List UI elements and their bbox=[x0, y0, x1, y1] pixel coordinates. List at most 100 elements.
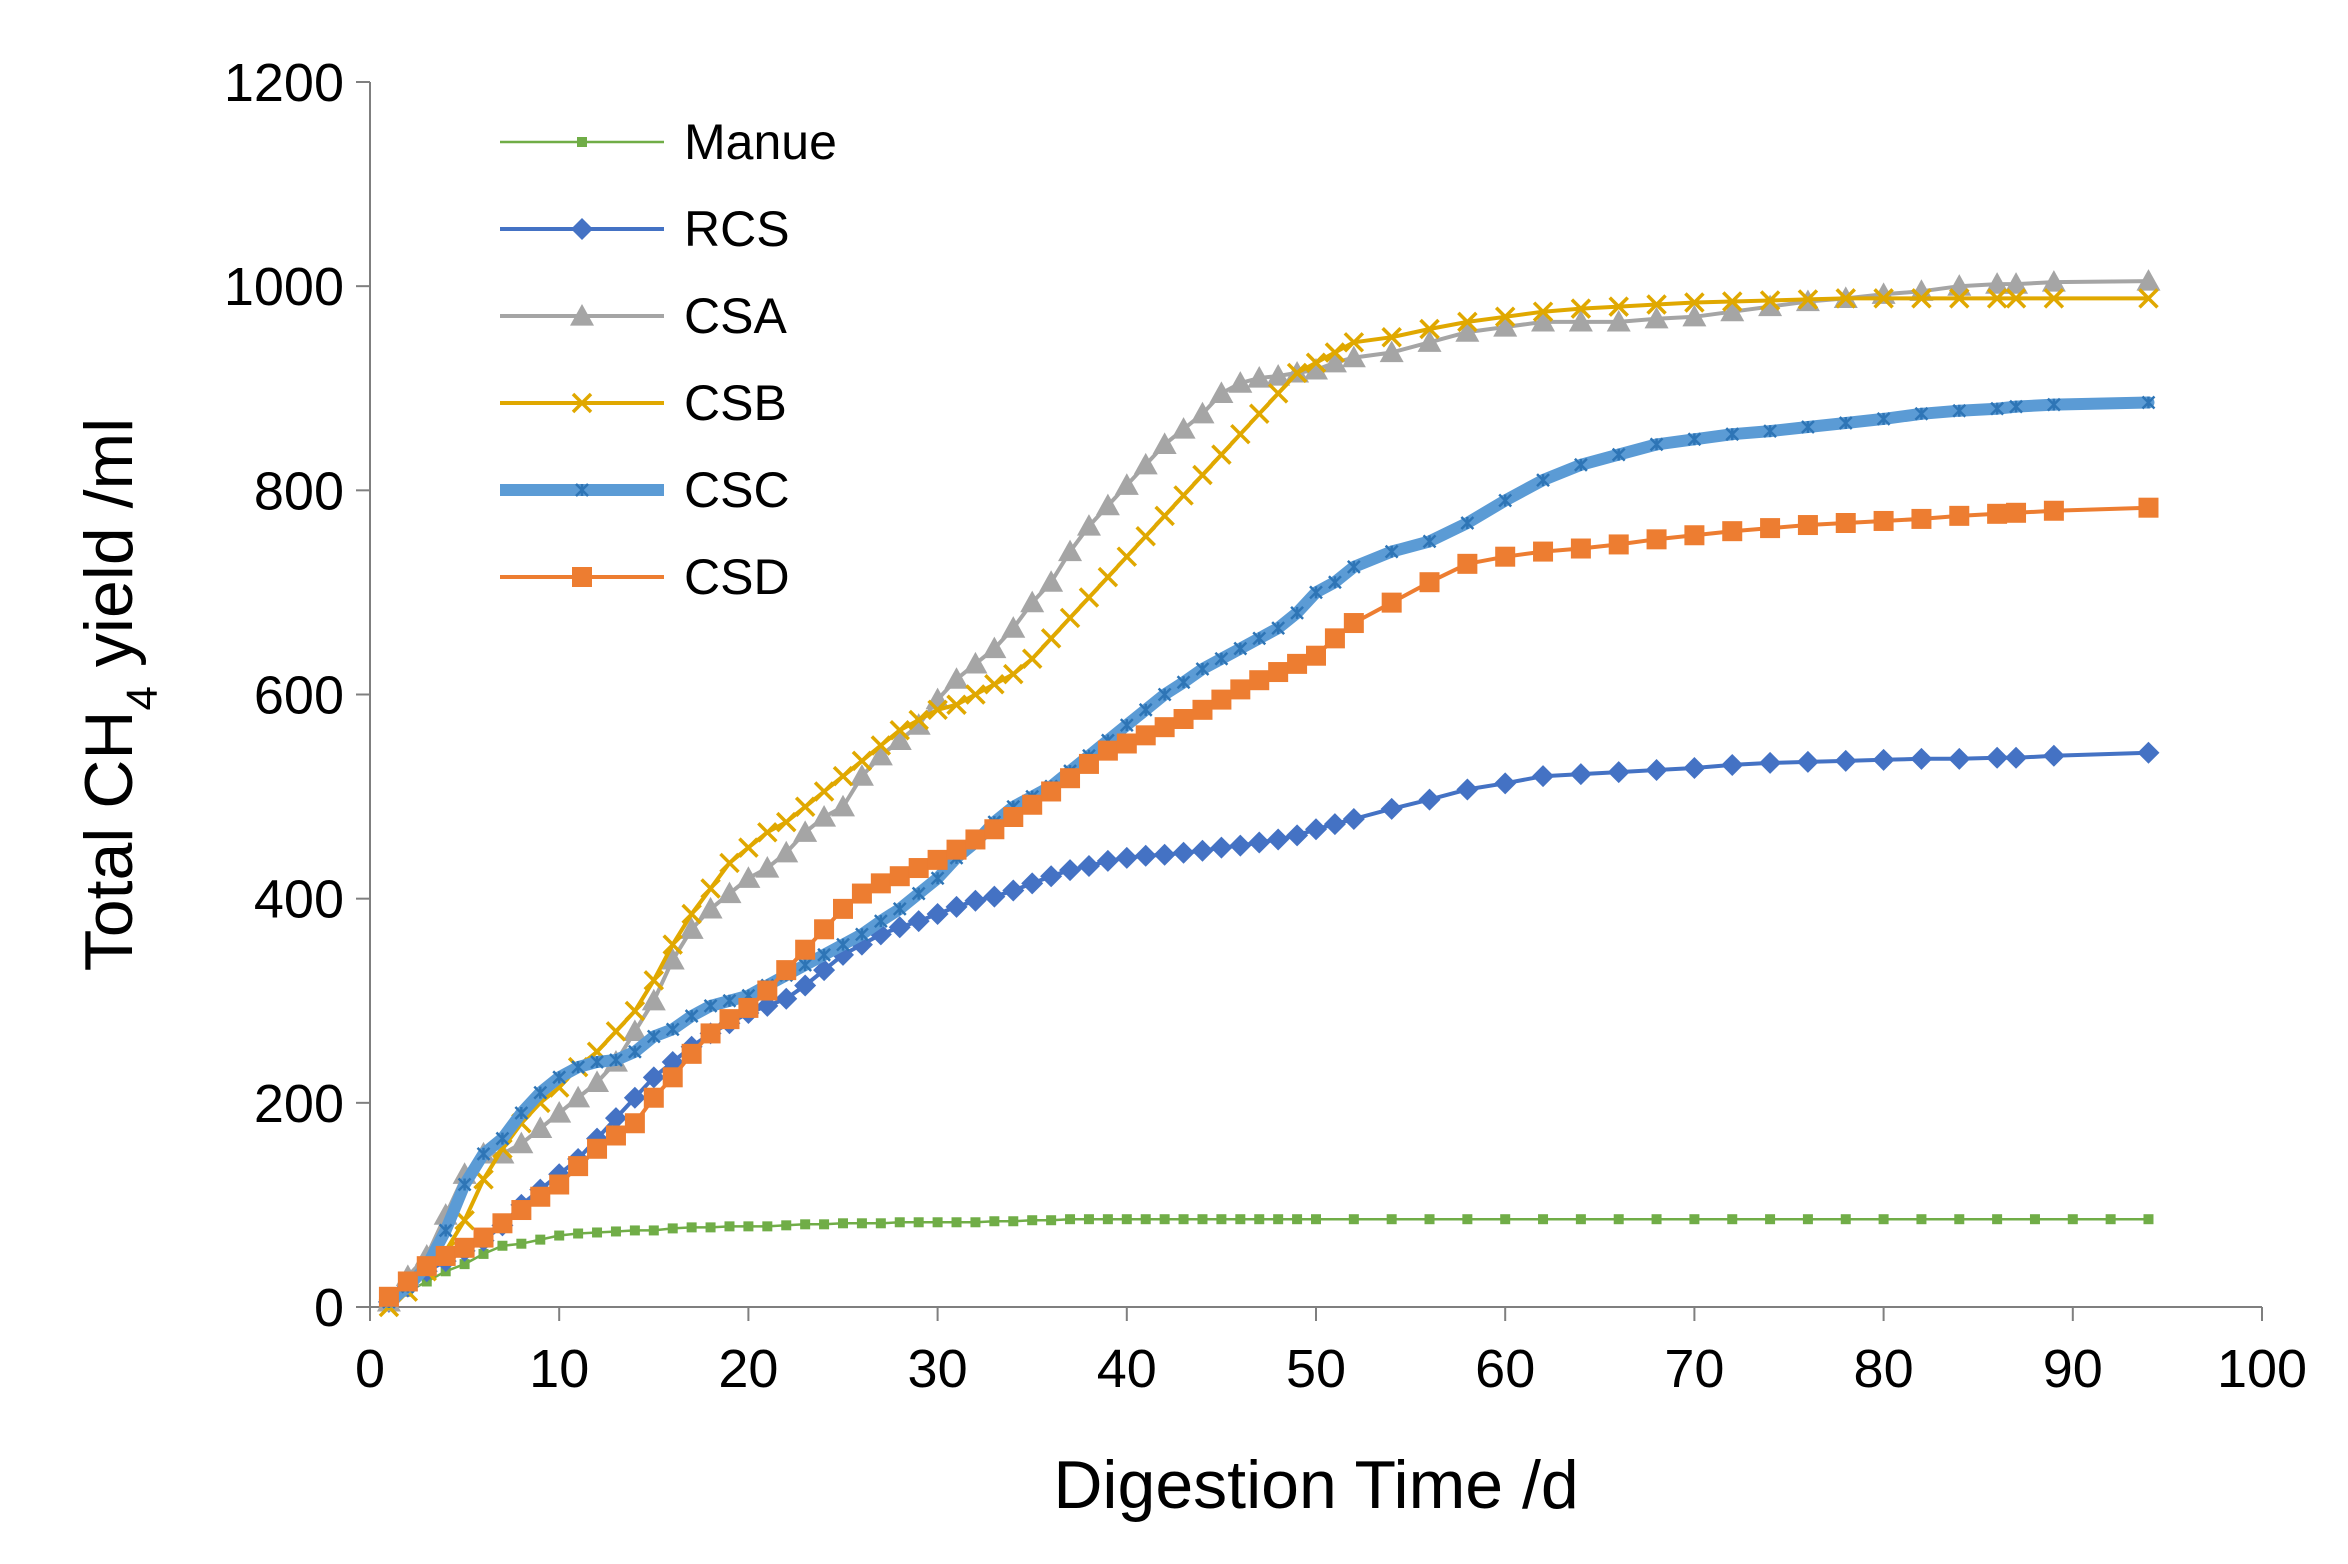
data-point-csb bbox=[908, 709, 929, 731]
data-point-csb bbox=[889, 719, 910, 741]
data-point-rcs bbox=[1229, 834, 1252, 857]
data-point-manue bbox=[478, 1248, 489, 1259]
data-point-rcs bbox=[926, 902, 949, 925]
data-point-csd bbox=[719, 1009, 740, 1030]
data-point-csc bbox=[1384, 544, 1399, 559]
x-tick-label: 20 bbox=[718, 1339, 778, 1399]
data-point-csc bbox=[1649, 437, 1664, 452]
x-tick-label: 50 bbox=[1286, 1339, 1346, 1399]
data-point-csa bbox=[1531, 309, 1556, 332]
data-point-manue bbox=[1178, 1214, 1189, 1225]
data-point-csd bbox=[605, 1125, 626, 1146]
data-point-csa bbox=[868, 743, 893, 766]
data-point-rcs bbox=[1342, 808, 1365, 831]
legend-entry-csb: CSB bbox=[500, 375, 787, 431]
data-point-rcs bbox=[1267, 828, 1290, 851]
data-point-csd bbox=[851, 883, 872, 904]
x-tick-label: 0 bbox=[355, 1339, 385, 1399]
data-point-csb bbox=[832, 765, 854, 787]
data-point-csc bbox=[590, 1055, 604, 1069]
data-point-csa bbox=[1152, 432, 1177, 454]
y-tick-label: 1000 bbox=[224, 257, 344, 317]
data-point-csb bbox=[1457, 311, 1478, 333]
data-point-csa bbox=[679, 917, 704, 939]
data-point-manue bbox=[838, 1218, 848, 1229]
data-point-csd bbox=[908, 858, 929, 879]
data-point-csb bbox=[1381, 326, 1402, 348]
data-point-rcs bbox=[1172, 841, 1195, 864]
data-point-csc bbox=[438, 1223, 453, 1238]
data-point-csd bbox=[1873, 510, 1894, 531]
data-point-csa bbox=[1076, 514, 1101, 536]
data-point-csd bbox=[511, 1200, 532, 1221]
data-point-csd bbox=[1722, 521, 1743, 542]
data-point-csa bbox=[1133, 452, 1158, 475]
data-point-manue bbox=[951, 1217, 962, 1228]
data-point-csb bbox=[1797, 289, 1819, 310]
data-point-csb bbox=[2043, 288, 2065, 309]
series-layer bbox=[376, 269, 2161, 1318]
data-point-csd bbox=[776, 960, 797, 981]
legend-marker-csa bbox=[570, 304, 594, 326]
data-point-csd bbox=[889, 866, 910, 887]
data-point-csa bbox=[1606, 309, 1631, 332]
data-point-csb bbox=[1078, 587, 1100, 608]
y-axis-title-subscript: 4 bbox=[118, 686, 167, 710]
data-point-csb bbox=[1646, 294, 1667, 315]
data-point-manue bbox=[705, 1222, 716, 1233]
legend-marker-manue bbox=[577, 137, 587, 147]
data-point-csd bbox=[700, 1023, 721, 1044]
data-point-manue bbox=[497, 1240, 508, 1251]
y-axis-title-rest: yield /ml bbox=[71, 418, 147, 686]
data-point-rcs bbox=[1153, 843, 1176, 866]
data-point-csd bbox=[965, 829, 986, 850]
data-point-manue bbox=[1216, 1214, 1227, 1225]
data-point-rcs bbox=[1910, 747, 1933, 770]
data-point-rcs bbox=[1834, 749, 1857, 772]
data-point-csb bbox=[813, 781, 835, 802]
y-tick-label: 1200 bbox=[224, 53, 344, 113]
data-point-csd bbox=[587, 1138, 608, 1159]
data-point-manue bbox=[1083, 1214, 1094, 1225]
series-csd bbox=[378, 497, 2159, 1307]
data-point-rcs bbox=[1683, 757, 1706, 779]
data-point-manue bbox=[686, 1222, 697, 1233]
data-point-rcs bbox=[1305, 818, 1327, 841]
data-point-rcs bbox=[623, 1086, 646, 1109]
data-point-csc bbox=[1176, 675, 1191, 690]
data-point-csb bbox=[1192, 464, 1213, 486]
data-point-manue bbox=[1027, 1215, 1038, 1226]
data-point-rcs bbox=[1796, 750, 1819, 773]
series-line-csc bbox=[382, 396, 2155, 1308]
data-point-rcs bbox=[1077, 855, 1100, 877]
data-point-csa bbox=[887, 728, 912, 751]
data-point-manue bbox=[913, 1217, 924, 1228]
series-manue bbox=[383, 1214, 2154, 1307]
data-point-manue bbox=[535, 1234, 546, 1245]
series-line-csb bbox=[386, 296, 2151, 1309]
y-axis-title: Total CH4 yield /ml bbox=[71, 418, 167, 972]
data-point-csd bbox=[1343, 613, 1364, 634]
legend-entry-csa: CSA bbox=[500, 288, 787, 344]
data-point-rcs bbox=[1418, 788, 1441, 811]
legend-label-manue: Manue bbox=[684, 114, 837, 170]
legend-label-csd: CSD bbox=[684, 549, 790, 605]
data-point-csa bbox=[641, 988, 666, 1011]
x-tick-label: 80 bbox=[1854, 1339, 1914, 1399]
data-point-csb bbox=[1873, 288, 1894, 309]
data-point-csb bbox=[1059, 607, 1081, 629]
data-point-csd bbox=[1060, 768, 1081, 789]
data-point-rcs bbox=[1721, 753, 1744, 776]
data-point-csc bbox=[817, 947, 831, 962]
legend: Manue RCS CSA CSB CSC CSD bbox=[500, 114, 837, 605]
data-point-csa bbox=[1228, 371, 1253, 393]
legend-marker-rcs bbox=[571, 218, 593, 240]
data-point-csa bbox=[698, 896, 723, 919]
data-point-csa bbox=[736, 866, 761, 888]
data-point-csc bbox=[476, 1146, 491, 1161]
data-point-rcs bbox=[1569, 763, 1592, 786]
data-point-rcs bbox=[1210, 836, 1233, 859]
data-point-manue bbox=[875, 1218, 886, 1229]
data-point-csd bbox=[757, 980, 778, 1001]
data-point-csb bbox=[1722, 291, 1743, 312]
